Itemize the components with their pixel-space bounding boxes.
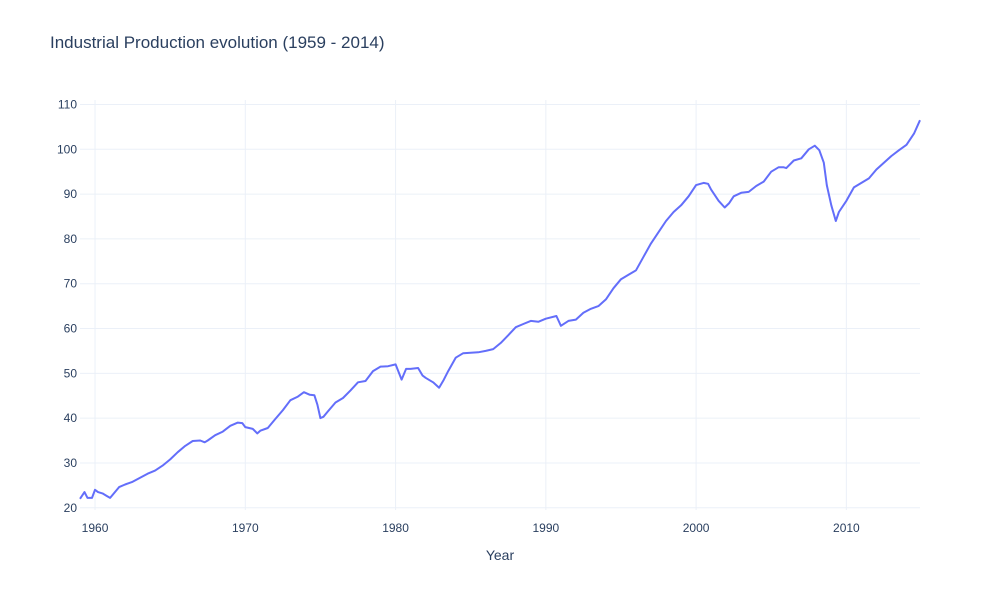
grid-layer: [80, 100, 920, 510]
y-tick-label: 20: [64, 501, 78, 515]
tick-labels: 20 30 40 50 60 70 80 90 100 110 1960 1970 1980 1990 20…: [57, 97, 860, 535]
x-tick-label: 2000: [683, 521, 710, 535]
x-tick-label: 1990: [532, 521, 559, 535]
x-axis-title: Year: [486, 547, 515, 563]
y-tick-label: 40: [64, 411, 78, 425]
y-tick-label: 70: [64, 277, 78, 291]
y-tick-label: 60: [64, 322, 78, 336]
y-tick-label: 50: [64, 366, 78, 380]
series-layer: [79, 119, 921, 500]
y-tick-label: 110: [58, 97, 77, 111]
x-tick-label: 1960: [82, 521, 109, 535]
y-tick-label: 80: [64, 232, 78, 246]
x-tick-label: 1970: [232, 521, 259, 535]
y-tick-label: 90: [64, 187, 78, 201]
x-tick-label: 1980: [382, 521, 409, 535]
y-tick-label: 30: [64, 456, 78, 470]
y-tick-label: 100: [57, 142, 77, 156]
chart-title: Industrial Production evolution (1959 - …: [50, 33, 385, 52]
series-line: [79, 119, 921, 500]
x-tick-label: 2010: [833, 521, 860, 535]
